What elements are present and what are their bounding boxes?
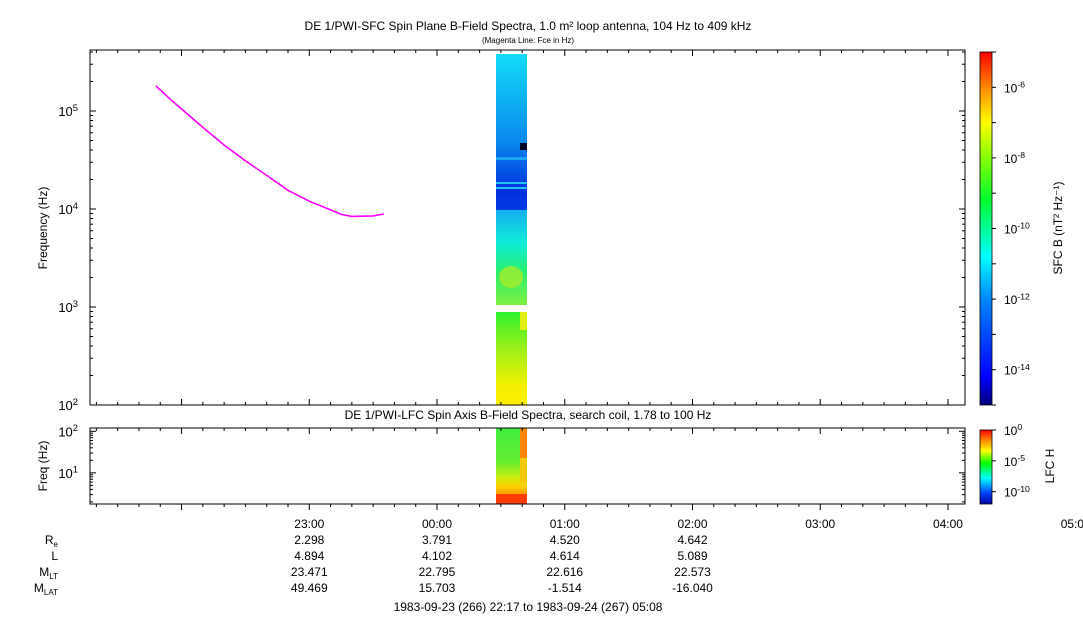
upper-spectrogram-stripe	[496, 182, 527, 184]
upper-colorbar-gradient	[979, 51, 993, 406]
upper-y-tick-label: 102	[58, 397, 78, 413]
lower-colorbar-gradient	[979, 429, 993, 505]
upper-panel: 102 103 104 105 Frequency (Hz)	[36, 49, 966, 413]
ephemeris-row-label: MLT	[39, 565, 58, 581]
lower-spectrogram	[496, 428, 527, 504]
ephemeris-value: -1.514	[548, 581, 582, 595]
lower-colorbar: 100 10-5 10-10 LFC H	[979, 422, 1057, 505]
lower-colorbar-tick-label: 100	[1004, 422, 1022, 438]
ephemeris-value: 4.102	[422, 549, 452, 563]
upper-spectrogram-stripe	[496, 157, 527, 160]
lower-panel: 101 102 Freq (Hz)	[36, 423, 966, 510]
ephemeris-value: 4.520	[550, 533, 580, 547]
lower-panel-frame	[89, 427, 966, 505]
upper-y-tick-label: 104	[58, 201, 78, 217]
upper-colorbar-tick-label: 10-6	[1004, 80, 1025, 96]
lower-y-ticks: 101 102	[58, 423, 965, 503]
upper-colorbar-tick-label: 10-14	[1004, 362, 1030, 378]
ephemeris-value: 3.791	[422, 533, 452, 547]
ephemeris-row-label: L	[51, 549, 58, 563]
time-tick-label: 04:00	[933, 517, 963, 531]
ephemeris-value: 4.642	[677, 533, 707, 547]
upper-y-ticks: 102 103 104 105	[58, 51, 965, 413]
ephemeris-value: 15.703	[419, 581, 456, 595]
upper-y-tick-label: 105	[58, 103, 78, 119]
time-tick-label: 01:00	[550, 517, 580, 531]
upper-colorbar-tick-label: 10-12	[1004, 291, 1030, 307]
upper-spectrogram-dark-spot	[520, 143, 527, 150]
upper-spectrogram-right-col	[520, 312, 527, 330]
ephemeris-value: 4.894	[294, 549, 324, 563]
ephemeris-value: 23.471	[291, 565, 328, 579]
upper-spectrogram-stripe	[496, 187, 527, 189]
upper-colorbar-tick-label: 10-10	[1004, 221, 1030, 237]
upper-colorbar-ticks: 10-6 10-8 10-10 10-12 10-14	[992, 51, 1030, 406]
ephemeris-value: 5.089	[677, 549, 707, 563]
lower-y-axis-label: Freq (Hz)	[36, 441, 50, 492]
ephemeris-value: 22.616	[546, 565, 583, 579]
lower-colorbar-ticks: 100 10-5 10-10	[992, 422, 1030, 500]
upper-colorbar-tick-label: 10-8	[1004, 150, 1025, 166]
lower-y-tick-label: 102	[58, 423, 78, 439]
lower-colorbar-tick-label: 10-5	[1004, 453, 1025, 469]
lower-colorbar-label: LFC H	[1043, 449, 1057, 484]
upper-x-ticks	[95, 50, 949, 405]
time-tick-label: 03:00	[805, 517, 835, 531]
lower-y-tick-label: 101	[58, 465, 78, 481]
fce-line	[155, 85, 384, 218]
ephemeris-value: 22.795	[419, 565, 456, 579]
ephemeris-value: 4.614	[550, 549, 580, 563]
upper-panel-frame	[89, 49, 966, 406]
lower-x-ticks	[95, 428, 949, 510]
ephemeris-value: 2.298	[294, 533, 324, 547]
time-axis-labels: 23:00 00:00 01:00 02:00 03:00 04:00 05:00	[294, 517, 1083, 531]
lower-colorbar-tick-label: 10-10	[1004, 484, 1030, 500]
ephemeris-row-label: Re	[45, 533, 59, 549]
ephemeris-table: Re 2.298 3.791 4.520 4.642 L 4.894 4.102 4.614 5.…	[34, 533, 713, 597]
lower-panel-title: DE 1/PWI-LFC Spin Axis B-Field Spectra, …	[345, 408, 712, 422]
ephemeris-row-label: MLAT	[34, 581, 58, 597]
upper-colorbar-label: SFC B (nT² Hz⁻¹)	[1051, 182, 1065, 275]
upper-y-tick-label: 103	[58, 299, 78, 315]
time-tick-label: 00:00	[422, 517, 452, 531]
upper-y-axis-label: Frequency (Hz)	[36, 187, 50, 270]
date-range: 1983-09-23 (266) 22:17 to 1983-09-24 (26…	[394, 600, 663, 614]
upper-spectrogram	[496, 54, 527, 405]
time-tick-label: 05:00	[1061, 517, 1083, 531]
ephemeris-value: -16.040	[672, 581, 713, 595]
lower-spectrogram-right-col	[520, 458, 527, 483]
upper-spectrogram-blob	[499, 266, 523, 288]
time-tick-label: 02:00	[677, 517, 707, 531]
upper-colorbar: 10-6 10-8 10-10 10-12 10-14 SFC B (nT² Hz⁻¹)	[979, 51, 1065, 406]
chart-title: DE 1/PWI-SFC Spin Plane B-Field Spectra,…	[305, 19, 752, 33]
chart-subtitle: (Magenta Line: Fce in Hz)	[482, 36, 574, 45]
lower-spectrogram-bottom	[496, 494, 527, 504]
ephemeris-value: 22.573	[674, 565, 711, 579]
ephemeris-value: 49.469	[291, 581, 328, 595]
upper-spectrogram-band-mid	[496, 210, 527, 305]
time-tick-label: 23:00	[294, 517, 324, 531]
lower-spectrogram-right-col	[520, 428, 527, 458]
